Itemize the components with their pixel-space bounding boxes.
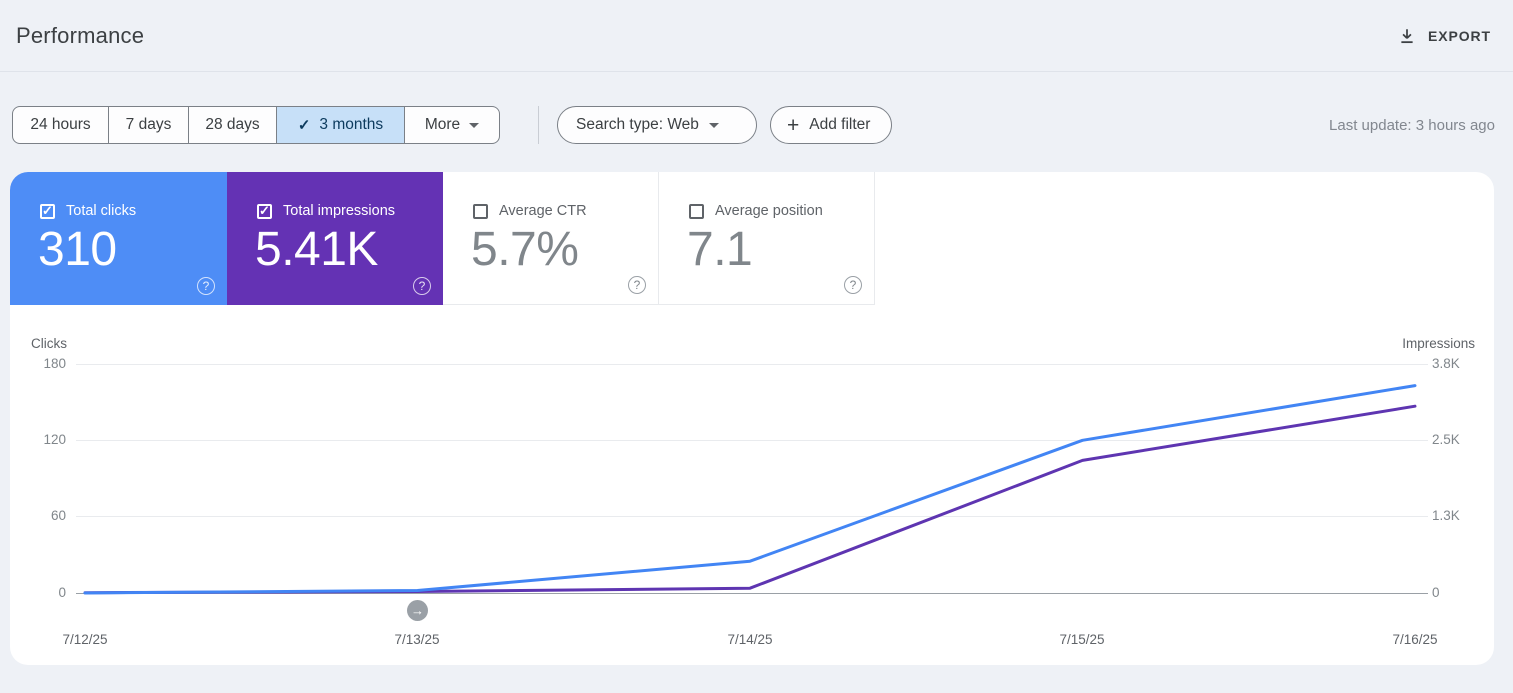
x-axis-label: 7/13/25 [394, 632, 440, 647]
search-type-label: Search type: Web [576, 116, 699, 133]
range-label: More [424, 116, 461, 133]
metric-value: 7.1 [687, 223, 753, 276]
right-axis-title: Impressions [1402, 336, 1475, 351]
x-axis-label: 7/15/25 [1059, 632, 1105, 647]
metric-value: 310 [38, 223, 117, 276]
download-icon [1398, 27, 1416, 45]
help-icon[interactable]: ? [197, 277, 215, 295]
range-3-months[interactable]: ✓ 3 months [276, 107, 404, 143]
left-axis-tick: 60 [50, 508, 66, 523]
x-axis-label: 7/12/25 [62, 632, 108, 647]
metric-label: Total impressions [283, 203, 396, 219]
gridline [76, 440, 1428, 441]
checkmark-icon: ✓ [297, 117, 311, 134]
gridline [76, 364, 1428, 365]
left-axis-tick: 0 [58, 585, 66, 600]
range-label: 7 days [125, 116, 172, 133]
export-label: EXPORT [1428, 28, 1491, 44]
metric-label: Average position [715, 203, 823, 219]
metric-label: Total clicks [66, 203, 137, 219]
x-axis-label: 7/16/25 [1392, 632, 1438, 647]
export-button[interactable]: EXPORT [1392, 0, 1497, 72]
range-label: 3 months [319, 116, 384, 133]
right-axis-tick: 3.8K [1432, 356, 1460, 371]
metric-value: 5.7% [471, 223, 579, 276]
range-label: 28 days [205, 116, 260, 133]
right-axis-tick: 1.3K [1432, 508, 1460, 523]
last-update-text: Last update: 3 hours ago [1329, 116, 1495, 134]
checkbox-unchecked-icon[interactable] [473, 203, 488, 219]
right-axis-tick: 0 [1432, 585, 1440, 600]
metric-card-average-ctr[interactable]: Average CTR 5.7% ? [443, 172, 659, 305]
plus-icon: + [787, 113, 800, 137]
add-filter-label: Add filter [809, 116, 871, 133]
right-axis-tick: 2.5K [1432, 432, 1460, 447]
gridline [76, 516, 1428, 517]
x-axis-line [76, 593, 1428, 594]
add-filter-button[interactable]: + Add filter [770, 106, 892, 144]
range-label: 24 hours [30, 116, 91, 133]
left-axis-tick: 180 [43, 356, 66, 371]
metric-card-total-impressions[interactable]: ✓ Total impressions 5.41K ? [227, 172, 443, 305]
annotation-arrow-marker[interactable]: → [407, 600, 428, 621]
search-type-dropdown[interactable]: Search type: Web [557, 106, 757, 144]
page-header: Performance EXPORT [0, 0, 1513, 72]
help-icon[interactable]: ? [628, 276, 646, 294]
range-24-hours[interactable]: 24 hours [13, 107, 108, 143]
left-axis-tick: 120 [43, 432, 66, 447]
date-range-control: 24 hours 7 days 28 days ✓ 3 months More [12, 106, 500, 144]
help-icon[interactable]: ? [413, 277, 431, 295]
chevron-down-icon [708, 122, 719, 128]
help-icon[interactable]: ? [844, 276, 862, 294]
metric-card-total-clicks[interactable]: ✓ Total clicks 310 ? [10, 172, 227, 305]
left-axis-title: Clicks [31, 336, 67, 351]
range-more-dropdown[interactable]: More [404, 107, 499, 143]
metric-label: Average CTR [499, 203, 587, 219]
range-28-days[interactable]: 28 days [188, 107, 276, 143]
chevron-down-icon [469, 122, 480, 128]
range-7-days[interactable]: 7 days [108, 107, 188, 143]
checkbox-unchecked-icon[interactable] [689, 203, 704, 219]
metric-card-average-position[interactable]: Average position 7.1 ? [659, 172, 875, 305]
checkbox-checked-icon[interactable]: ✓ [40, 203, 55, 219]
checkbox-checked-icon[interactable]: ✓ [257, 203, 272, 219]
x-axis-label: 7/14/25 [727, 632, 773, 647]
toolbar-divider [538, 106, 539, 144]
page-title: Performance [16, 23, 145, 48]
metric-value: 5.41K [255, 223, 378, 276]
